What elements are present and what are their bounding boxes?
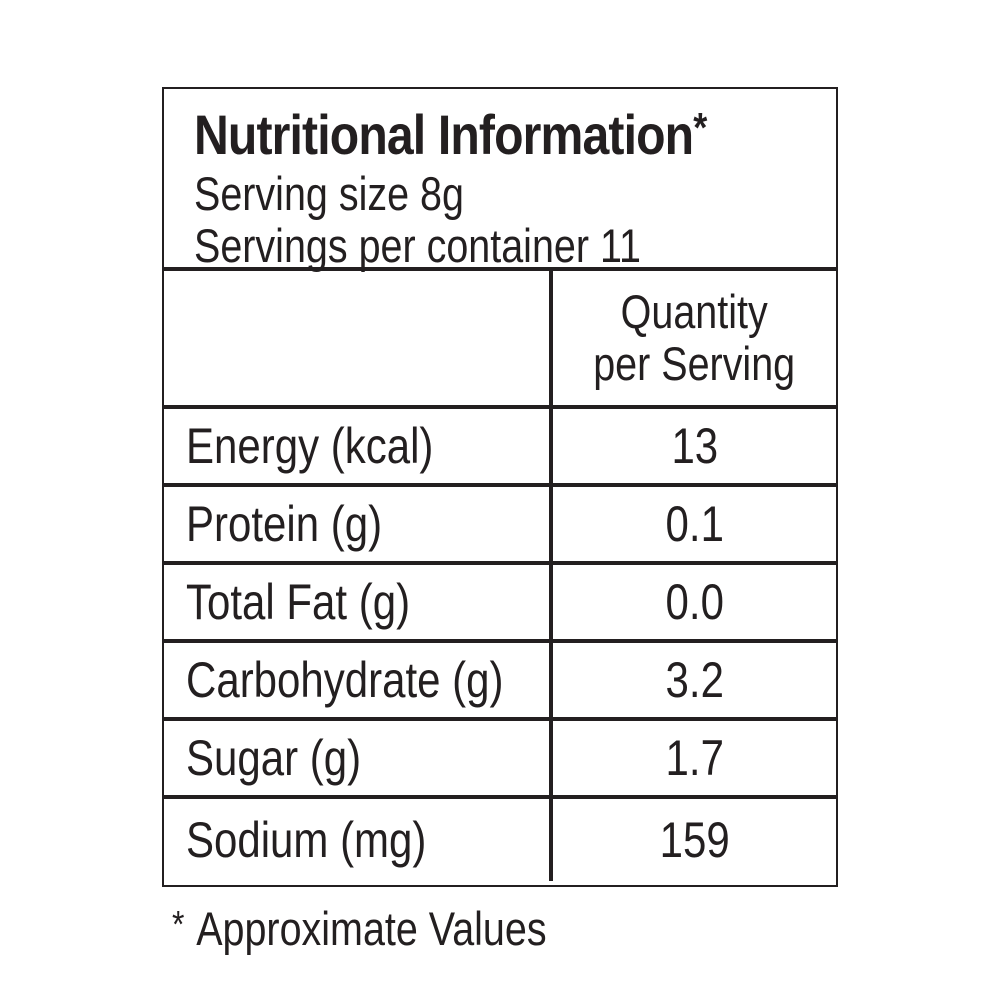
serving-size: Serving size 8g	[194, 167, 464, 220]
table-row: Energy (kcal) 13	[164, 409, 836, 487]
nutrient-value: 13	[671, 418, 718, 474]
table-row: Carbohydrate (g) 3.2	[164, 643, 836, 721]
quantity-header-cell: Quantity per Serving	[549, 271, 836, 405]
table-row: Protein (g) 0.1	[164, 487, 836, 565]
quantity-header-line1: Quantity	[620, 285, 769, 338]
quantity-header: Quantity per Serving	[594, 286, 796, 390]
nutrient-value-cell: 159	[549, 799, 836, 881]
nutrient-label-cell: Protein (g)	[164, 487, 549, 561]
nutrient-label: Energy (kcal)	[186, 418, 434, 474]
footnote: * Approximate Values	[172, 895, 547, 959]
nutrient-value-cell: 1.7	[549, 721, 836, 795]
nutrient-value: 159	[659, 812, 730, 868]
quantity-header-line2: per Serving	[593, 337, 796, 390]
nutrient-value: 0.1	[665, 496, 724, 552]
nutrient-label-cell: Carbohydrate (g)	[164, 643, 549, 717]
table-row: Sugar (g) 1.7	[164, 721, 836, 799]
nutrient-label-cell: Sugar (g)	[164, 721, 549, 795]
nutrient-value: 1.7	[665, 730, 724, 786]
nutrition-panel: Nutritional Information* Serving size 8g…	[162, 87, 838, 887]
nutrition-title: Nutritional Information*	[194, 95, 746, 168]
nutrition-table: Quantity per Serving Energy (kcal) 13 Pr…	[164, 271, 836, 881]
table-header-row: Quantity per Serving	[164, 271, 836, 409]
nutrient-label: Carbohydrate (g)	[186, 652, 504, 708]
header-empty-cell	[164, 271, 549, 405]
title-text: Nutritional Information	[194, 103, 694, 166]
nutrition-header: Nutritional Information* Serving size 8g…	[164, 89, 836, 272]
nutrient-value-cell: 0.0	[549, 565, 836, 639]
nutrient-value-cell: 13	[549, 409, 836, 483]
footnote-text: Approximate Values	[196, 902, 547, 955]
nutrient-label: Total Fat (g)	[186, 574, 411, 630]
nutrient-label-cell: Total Fat (g)	[164, 565, 549, 639]
footnote-asterisk: *	[172, 904, 185, 946]
nutrient-label: Sodium (mg)	[186, 812, 427, 868]
title-asterisk: *	[693, 104, 707, 151]
nutrient-value-cell: 3.2	[549, 643, 836, 717]
nutrient-value-cell: 0.1	[549, 487, 836, 561]
servings-per-container: Servings per container 11	[194, 219, 641, 272]
nutrient-value: 0.0	[665, 574, 724, 630]
table-row: Total Fat (g) 0.0	[164, 565, 836, 643]
table-row: Sodium (mg) 159	[164, 799, 836, 881]
nutrient-label-cell: Sodium (mg)	[164, 799, 549, 881]
nutrient-value: 3.2	[665, 652, 724, 708]
nutrient-label: Protein (g)	[186, 496, 383, 552]
nutrient-label: Sugar (g)	[186, 730, 362, 786]
nutrient-label-cell: Energy (kcal)	[164, 409, 549, 483]
